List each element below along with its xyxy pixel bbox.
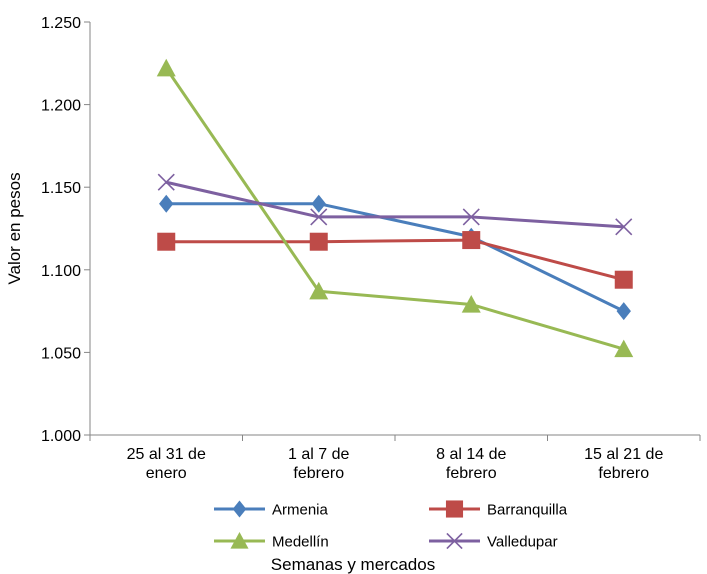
x-marker xyxy=(157,173,175,191)
x-axis-title: Semanas y mercados xyxy=(271,555,435,574)
diamond-marker xyxy=(616,302,631,321)
x-tick-label: 25 al 31 de enero xyxy=(127,446,206,482)
series-medellin xyxy=(156,58,634,358)
series-armenia xyxy=(159,194,631,321)
square-marker xyxy=(309,232,328,251)
series-layer xyxy=(156,58,634,358)
square-marker xyxy=(614,270,633,289)
series-line xyxy=(166,202,625,313)
y-tick-label: 1.100 xyxy=(41,263,81,280)
x-tick-label-line: 15 al 21 de xyxy=(584,446,663,463)
x-tick-label: 15 al 21 de febrero xyxy=(584,446,663,482)
triangle-marker xyxy=(461,294,481,313)
legend-label: Medellín xyxy=(272,534,329,551)
x-tick-label-line: febrero xyxy=(598,465,649,482)
x-tick-label: 1 al 7 de febrero xyxy=(288,446,349,482)
x-marker-stroke xyxy=(615,218,633,236)
x-tick-label-line: febrero xyxy=(293,465,344,482)
y-axis-title: Valor en pesos xyxy=(5,172,24,284)
x-tick-label-line: 8 al 14 de xyxy=(436,446,506,463)
legend-item: Valledupar xyxy=(429,532,558,551)
diamond-marker xyxy=(159,194,174,213)
series-valledupar xyxy=(157,173,633,236)
x-tick-label-line: febrero xyxy=(446,465,497,482)
series-barranquilla xyxy=(157,231,633,289)
legend-label: Valledupar xyxy=(487,534,558,551)
x-tick-label-line: 25 al 31 de xyxy=(127,446,206,463)
series-line xyxy=(165,67,625,351)
square-marker xyxy=(157,232,176,251)
x-marker xyxy=(446,532,463,550)
legend-item: Barranquilla xyxy=(429,500,568,519)
x-marker xyxy=(615,218,633,236)
square-marker xyxy=(462,231,481,250)
y-tick-label: 1.000 xyxy=(41,428,81,445)
legend-label: Armenia xyxy=(272,502,329,519)
y-tick-label: 1.250 xyxy=(41,15,81,32)
diamond-marker xyxy=(232,500,247,518)
x-marker-stroke xyxy=(310,208,328,226)
y-tick-labels: 1.000 1.050 1.100 1.150 1.200 1.250 xyxy=(41,15,81,445)
triangle-marker xyxy=(156,58,176,77)
legend: Armenia Barranquilla Medellín Valledupar xyxy=(214,500,568,551)
series-line xyxy=(165,180,624,229)
triangle-marker xyxy=(309,281,329,300)
x-tick-label-line: 1 al 7 de xyxy=(288,446,349,463)
legend-label: Barranquilla xyxy=(487,502,568,519)
triangle-marker xyxy=(230,531,249,549)
diamond-marker xyxy=(311,194,326,213)
square-marker xyxy=(445,500,464,518)
x-marker-stroke xyxy=(446,532,463,550)
y-tick-label: 1.200 xyxy=(41,98,81,115)
x-marker-stroke xyxy=(462,208,480,226)
x-marker-stroke xyxy=(157,173,175,191)
series-line xyxy=(166,238,625,282)
x-marker xyxy=(462,208,480,226)
legend-item: Armenia xyxy=(214,500,329,519)
y-tick-label: 1.050 xyxy=(41,345,81,362)
x-marker xyxy=(310,208,328,226)
x-tick-label-line: enero xyxy=(146,465,187,482)
x-tick-label: 8 al 14 de febrero xyxy=(436,446,506,482)
triangle-marker xyxy=(614,339,634,358)
axes xyxy=(84,21,701,441)
legend-item: Medellín xyxy=(214,531,329,551)
y-tick-label: 1.150 xyxy=(41,180,81,197)
